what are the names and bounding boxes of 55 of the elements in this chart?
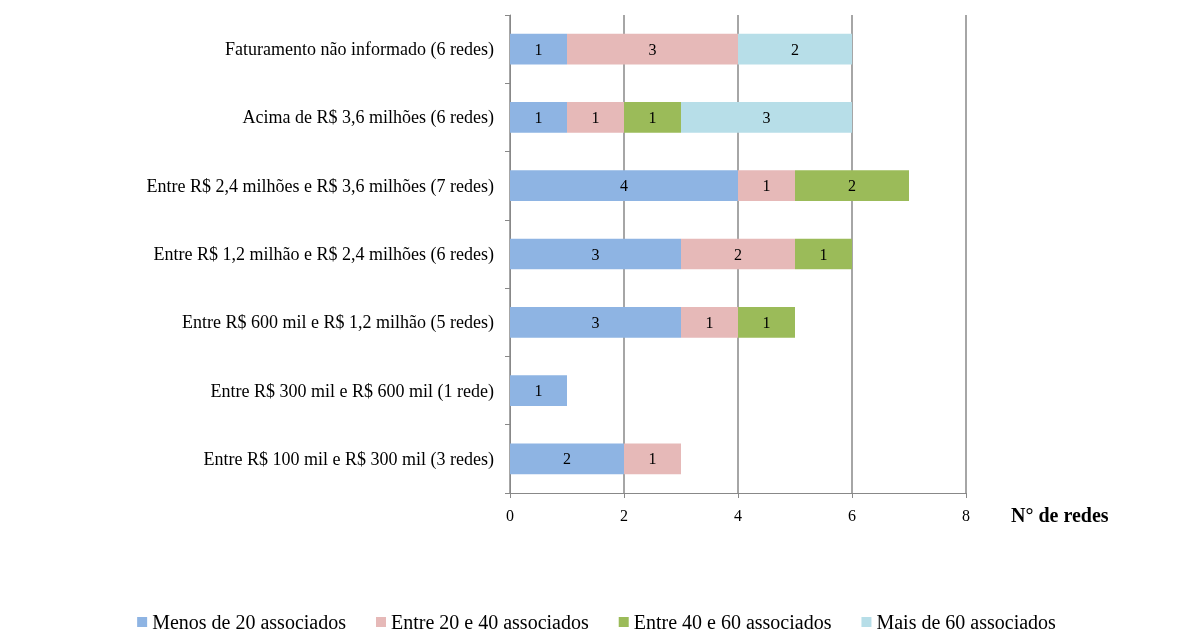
data-label: 1 [534, 382, 543, 400]
data-label: 3 [591, 313, 600, 331]
data-label: 1 [534, 108, 543, 126]
bar [624, 443, 681, 475]
data-label: 3 [762, 108, 771, 126]
data-label: 2 [734, 245, 742, 263]
data-label: 2 [791, 40, 799, 58]
x-tick-label: 8 [962, 506, 970, 524]
data-label: 2 [848, 177, 856, 195]
data-label: 1 [591, 108, 600, 126]
bar [510, 375, 567, 406]
bar [510, 102, 567, 133]
bar [624, 102, 681, 133]
bar [567, 33, 738, 65]
bar [510, 33, 567, 65]
bar [738, 306, 795, 338]
x-tick-label: 4 [734, 506, 742, 524]
data-label: 1 [762, 177, 771, 195]
legend-label: Menos de 20 associados [152, 611, 347, 633]
data-label: 1 [648, 108, 657, 126]
bar [567, 102, 624, 133]
bar [510, 443, 624, 475]
bar [681, 306, 738, 338]
legend-label: Entre 40 e 60 associados [633, 611, 832, 633]
x-axis-title: N° de redes [1011, 504, 1109, 526]
y-tick-label: Entre R$ 100 mil e R$ 300 mil (3 redes) [203, 448, 494, 470]
bar [738, 170, 795, 202]
bar [795, 238, 852, 270]
bar [738, 33, 852, 65]
data-label: 1 [762, 313, 771, 331]
y-tick-label: Entre R$ 300 mil e R$ 600 mil (1 rede) [210, 380, 494, 402]
data-label: 1 [534, 40, 543, 58]
bar [510, 170, 738, 202]
data-label: 4 [620, 177, 628, 195]
data-label: 3 [591, 245, 600, 263]
y-tick-label: Entre R$ 600 mil e R$ 1,2 milhão (5 redes) [182, 312, 494, 334]
x-tick-label: 6 [848, 506, 856, 524]
legend-label: Entre 20 e 40 associados [391, 611, 589, 633]
bar [681, 102, 852, 133]
bar [681, 238, 795, 270]
data-label: 1 [705, 313, 714, 331]
bar [795, 170, 909, 202]
data-label: 1 [648, 450, 657, 468]
bar [510, 306, 681, 338]
x-tick-label: 2 [620, 506, 628, 524]
legend-label: Mais de 60 associados [876, 611, 1057, 633]
y-tick-label: Acima de R$ 3,6 milhões (6 redes) [242, 107, 495, 129]
data-label: 3 [648, 40, 657, 58]
y-tick-label: Entre R$ 2,4 milhões e R$ 3,6 milhões (7 redes) [146, 175, 494, 197]
y-tick-label: Entre R$ 1,2 milhão e R$ 2,4 milhões (6 redes) [153, 244, 494, 265]
data-label: 1 [819, 245, 828, 263]
bar [510, 238, 681, 270]
data-label: 2 [563, 450, 571, 468]
x-tick-label: 0 [506, 506, 514, 524]
y-tick-label: Faturamento não informado (6 redes) [225, 39, 494, 61]
